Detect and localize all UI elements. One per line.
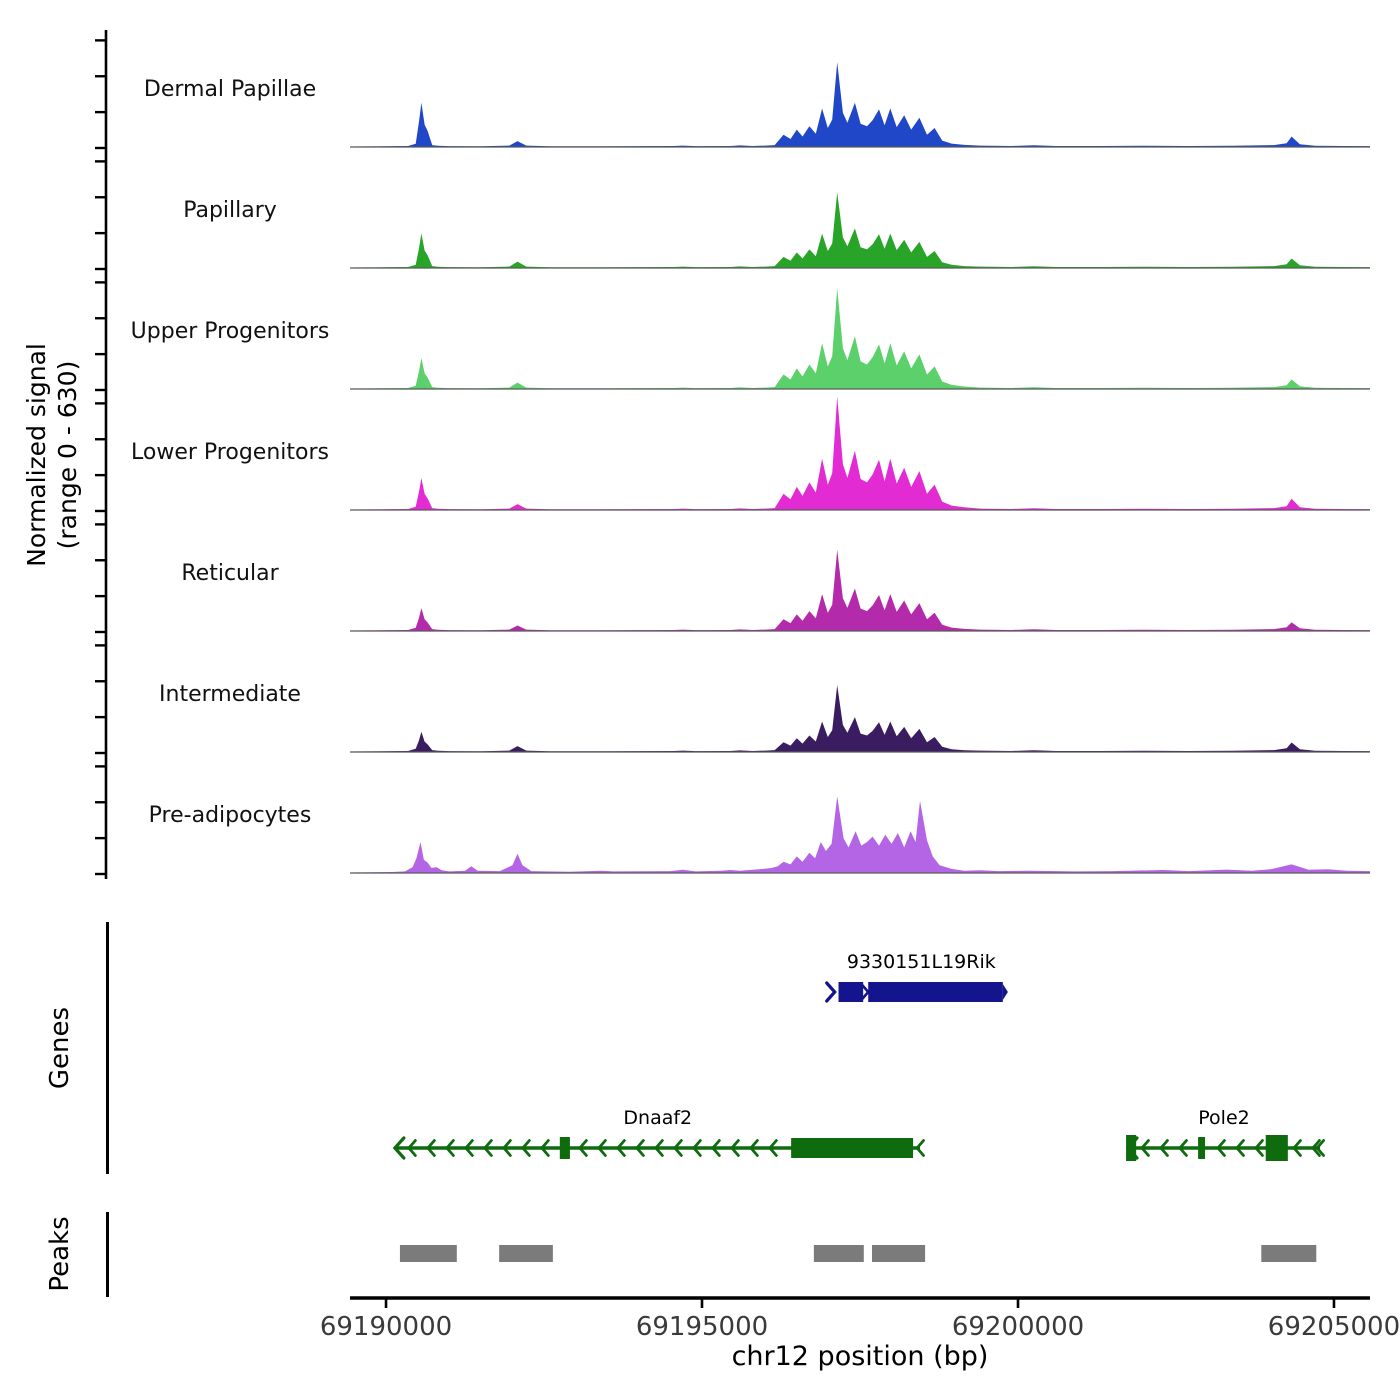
gene-label-pole2: Pole2 — [1198, 1107, 1249, 1129]
strand-arrow-icon — [1140, 1139, 1150, 1157]
strand-arrow-icon — [521, 1139, 531, 1157]
strand-arrow-icon — [1159, 1139, 1169, 1157]
strand-arrow-icon — [860, 983, 870, 1001]
strand-arrow-icon — [1311, 1139, 1321, 1157]
signal-area-lower-progenitors — [350, 396, 1370, 511]
strand-arrow-icon — [1315, 1139, 1325, 1157]
strand-arrow-icon — [578, 1139, 588, 1157]
signal-area-intermediate — [350, 685, 1370, 753]
signal-fill-lower-progenitors — [350, 396, 1370, 510]
strand-arrow-icon — [730, 1139, 740, 1157]
strand-arrow-icon — [1254, 1139, 1264, 1157]
track-label-papillary: Papillary — [183, 198, 277, 223]
strand-arrow-icon — [464, 1139, 474, 1157]
x-axis — [350, 1296, 1370, 1308]
strand-arrow-icon — [1216, 1139, 1226, 1157]
x-tick-label: 69200000 — [951, 1312, 1085, 1342]
signal-area-upper-progenitors — [350, 288, 1370, 390]
strand-arrow-icon — [825, 981, 837, 1003]
gene-exon-9330151l19rik — [838, 982, 864, 1002]
strand-arrow-icon — [1235, 1139, 1245, 1157]
strand-arrow-icon — [635, 1139, 645, 1157]
strand-arrow-icon — [768, 1139, 778, 1157]
x-axis-title: chr12 position (bp) — [731, 1341, 989, 1372]
peaks-track — [399, 1245, 1317, 1262]
genes-section-line — [106, 922, 109, 1174]
genes-section-label: Genes — [45, 1006, 75, 1090]
strand-arrow-icon — [692, 1139, 702, 1157]
peak-region — [1261, 1245, 1317, 1262]
gene-exon-pole2 — [1126, 1135, 1137, 1161]
y-axis-label-line1: Normalized signal — [21, 343, 51, 567]
track-label-pre-adipocytes: Pre-adipocytes — [148, 803, 312, 828]
strand-arrow-icon — [915, 1139, 925, 1157]
gene-exon-dnaaf2 — [791, 1138, 914, 1158]
track-label-lower-progenitors: Lower Progenitors — [131, 440, 329, 465]
gene-exon-pole2 — [1265, 1135, 1288, 1161]
signal-area-reticular — [350, 549, 1370, 632]
signal-area-pre-adipocytes — [350, 796, 1370, 874]
gene-end-tip-9330151l19rik — [1002, 984, 1008, 1000]
peak-region — [872, 1245, 926, 1262]
signal-fill-dermal-papillae — [350, 62, 1370, 148]
strand-arrow-icon — [597, 1139, 607, 1157]
signal-fill-pre-adipocytes — [350, 796, 1370, 873]
x-tick-label: 69190000 — [319, 1312, 453, 1342]
strand-arrow-icon — [1178, 1139, 1188, 1157]
strand-arrow-icon — [1292, 1139, 1302, 1157]
strand-arrow-icon — [392, 1136, 406, 1160]
peaks-section-label: Peaks — [45, 1216, 75, 1292]
signal-area-papillary — [350, 192, 1370, 269]
strand-arrow-icon — [616, 1139, 626, 1157]
signal-fill-intermediate — [350, 685, 1370, 752]
signal-fill-reticular — [350, 549, 1370, 631]
track-label-intermediate: Intermediate — [159, 682, 301, 707]
signal-y-axis — [95, 30, 108, 879]
peak-region — [399, 1245, 457, 1262]
peak-region — [499, 1245, 553, 1262]
track-label-upper-progenitors: Upper Progenitors — [130, 319, 330, 344]
strand-arrow-icon — [483, 1139, 493, 1157]
peak-region — [813, 1245, 864, 1262]
gene-exon-pole2 — [1198, 1137, 1206, 1159]
gene-exon-9330151l19rik — [868, 982, 1003, 1002]
strand-arrow-icon — [426, 1139, 436, 1157]
strand-arrow-icon — [445, 1139, 455, 1157]
gene-exon-dnaaf2 — [559, 1137, 570, 1159]
x-tick-label: 69195000 — [635, 1312, 769, 1342]
track-label-reticular: Reticular — [181, 561, 279, 586]
strand-arrow-icon — [654, 1139, 664, 1157]
signal-area-dermal-papillae — [350, 62, 1370, 148]
strand-arrow-icon — [749, 1139, 759, 1157]
strand-arrow-icon — [711, 1139, 721, 1157]
track-label-dermal-papillae: Dermal Papillae — [143, 77, 317, 102]
peaks-section-line — [106, 1212, 109, 1297]
y-axis-label: Normalized signal (range 0 - 630) — [21, 343, 84, 567]
strand-arrow-icon — [407, 1139, 417, 1157]
strand-arrow-icon — [540, 1139, 550, 1157]
signal-tracks — [350, 27, 1370, 874]
strand-arrow-icon — [673, 1139, 683, 1157]
signal-fill-papillary — [350, 192, 1370, 268]
gene-label-dnaaf2: Dnaaf2 — [623, 1107, 692, 1129]
genes-track: 9330151L19Rik Dnaaf2 Pole2 — [392, 951, 1325, 1161]
gene-label-9330151l19rik: 9330151L19Rik — [847, 951, 996, 973]
strand-arrow-icon — [502, 1139, 512, 1157]
y-axis-label-line2: (range 0 - 630) — [53, 360, 82, 550]
signal-fill-upper-progenitors — [350, 288, 1370, 389]
x-tick-label: 69205000 — [1267, 1312, 1400, 1342]
